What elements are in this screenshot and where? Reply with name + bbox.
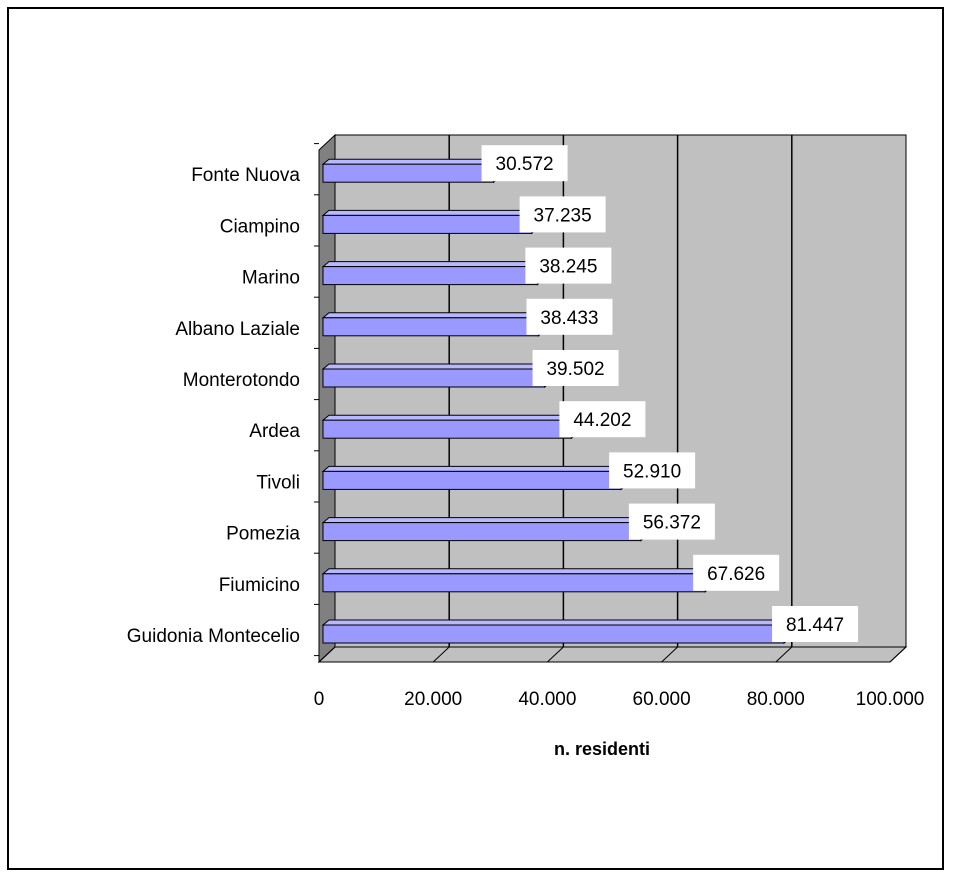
category-label: Pomezia [226, 524, 300, 545]
x-tick-label: 0 [314, 689, 325, 710]
bar-top [321, 158, 501, 165]
data-label: 81.447 [786, 615, 844, 636]
bar-top [321, 209, 539, 216]
category-label: Tivoli [256, 472, 300, 493]
x-axis-title: n. residenti [554, 739, 650, 759]
data-label: 56.372 [643, 513, 701, 534]
category-label: Marino [242, 268, 300, 289]
data-label-box [609, 452, 696, 489]
data-label-box [526, 298, 613, 335]
bar-top [321, 414, 579, 421]
data-label: 39.502 [546, 359, 604, 380]
x-tick-label: 20.000 [404, 689, 462, 710]
bar-top [321, 312, 546, 319]
bar-top [321, 363, 552, 370]
data-label-box [559, 401, 646, 438]
data-label-box [525, 247, 612, 284]
bar [322, 573, 706, 593]
bar [322, 317, 539, 337]
data-label: 44.202 [573, 410, 631, 431]
data-label-box [628, 503, 715, 540]
bar [322, 522, 642, 542]
x-tick-label: 60.000 [633, 689, 691, 710]
data-label-box [519, 196, 606, 233]
category-label: Fiumicino [219, 575, 300, 596]
data-label: 52.910 [623, 461, 681, 482]
data-label: 38.433 [540, 308, 598, 329]
data-label: 67.626 [707, 564, 765, 585]
data-label-box [481, 145, 568, 182]
bar [322, 368, 546, 388]
floor-tick [889, 646, 907, 663]
category-labels: Guidonia Montecelio Fiumicino Pomezia Tivol… [127, 143, 319, 657]
bar-top [321, 261, 545, 268]
bar [322, 624, 785, 644]
x-tick-label: 80.000 [747, 689, 805, 710]
data-label-box [772, 606, 859, 642]
floor [317, 646, 908, 663]
data-label: 30.572 [496, 154, 554, 175]
floor-tick [547, 646, 564, 663]
x-tick-labels: 0 20.000 40.000 60.000 80.000 100.000 [314, 689, 925, 710]
x-tick-label: 40.000 [518, 689, 576, 710]
floor-tick [775, 646, 793, 663]
floor-tick [661, 646, 678, 663]
category-label: Albano Laziale [175, 319, 300, 340]
data-label: 37.235 [534, 205, 592, 226]
data-labels: 81.447 67.626 56.372 52.910 44.202 39.502 38.4… [481, 145, 859, 642]
bar [322, 266, 538, 286]
category-label: Ciampino [220, 216, 300, 237]
bar [322, 470, 622, 490]
bar [322, 163, 495, 183]
category-label: Guidonia Montecelio [127, 626, 300, 647]
data-label: 38.245 [539, 257, 597, 278]
category-label: Monterotondo [183, 370, 300, 391]
bar [322, 214, 533, 234]
x-tick-label: 100.000 [856, 689, 925, 710]
data-label-box [532, 350, 619, 386]
category-label: Fonte Nuova [191, 165, 300, 186]
bar-top [321, 619, 792, 626]
category-label: Ardea [249, 421, 300, 442]
data-label-box [693, 554, 780, 591]
bar-top [321, 465, 629, 472]
floor-tick [432, 646, 450, 663]
floor-tick [318, 646, 336, 663]
bar [322, 419, 572, 439]
bar-top [321, 517, 649, 524]
bar-top [321, 568, 713, 575]
